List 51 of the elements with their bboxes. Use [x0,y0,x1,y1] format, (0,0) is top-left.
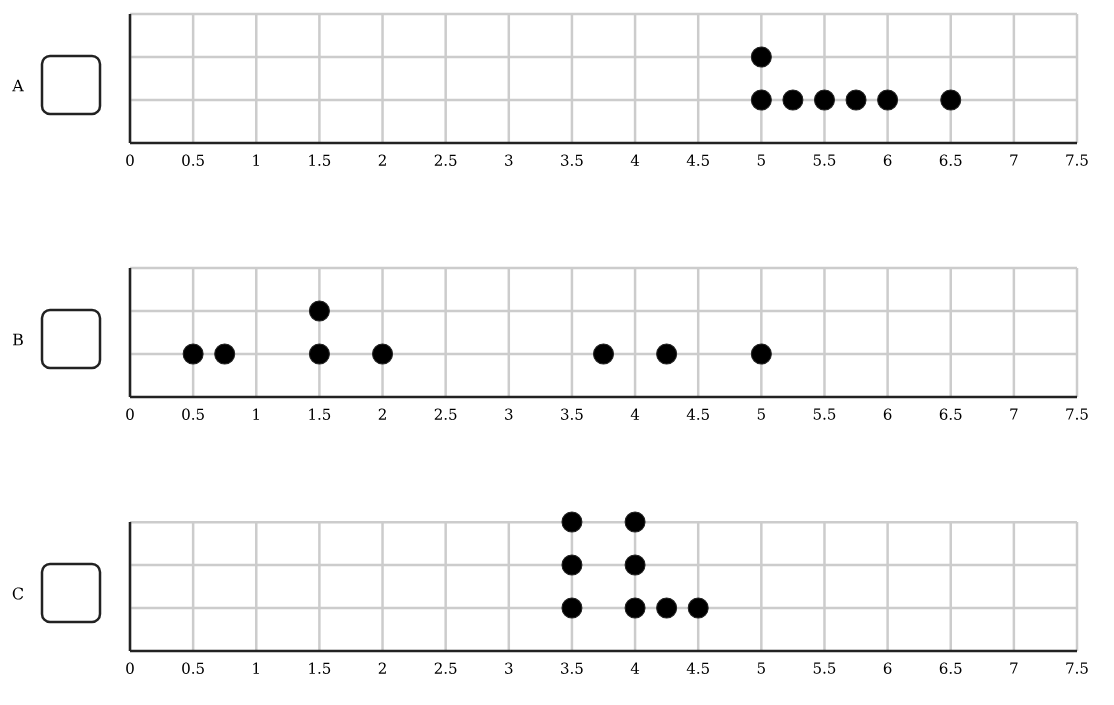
x-tick-label: 7 [1010,408,1018,420]
x-tick-label: 5.5 [813,662,836,674]
x-tick-label: 0 [126,662,134,674]
x-tick-label: 7.5 [1066,408,1088,420]
x-tick-label: 2 [378,662,386,674]
x-tick-label: 2 [378,408,386,420]
x-tick-label: 5.5 [813,154,836,166]
x-tick-label: 5.5 [813,408,836,420]
x-tick-label: 5 [757,154,765,166]
x-tick-label: 3.5 [561,154,583,166]
x-tick-label: 0.5 [182,154,204,166]
x-tick-label: 2.5 [434,662,457,674]
x-tick-label: 0.5 [182,408,204,420]
x-tick-label: 3 [505,408,513,420]
x-tick-label: 3 [505,662,513,674]
x-tick-label: 1.5 [309,408,331,420]
x-tick-label: 1.5 [309,154,331,166]
x-tick-label: 1 [253,154,259,166]
x-tick-label: 6.5 [939,662,962,674]
x-tick-label: 1 [253,408,259,420]
x-tick-label: 3.5 [561,662,583,674]
x-tick-label: 5 [757,662,765,674]
x-tick-label: 6 [883,408,892,420]
x-tick-label: 4 [630,154,640,166]
x-tick-label: 3 [505,154,513,166]
x-tick-label: 7 [1010,154,1018,166]
x-tick-label: 4 [630,662,640,674]
x-tick-label: 6 [883,154,892,166]
x-tick-label: 0 [126,408,134,420]
x-tick-label: 7 [1010,662,1018,674]
x-tick-label: 4.5 [686,662,709,674]
x-tick-label: 4.5 [686,154,709,166]
x-tick-label: 2.5 [434,154,457,166]
x-tick-label: 0 [126,154,134,166]
x-tick-label: 4.5 [686,408,709,420]
x-tick-label: 2.5 [434,408,457,420]
x-tick-label: 1 [253,662,259,674]
x-tick-label: 6.5 [939,154,962,166]
y-axis-title: C [12,587,24,600]
x-tick-label: 5 [757,408,765,420]
x-tick-label: 4 [630,408,640,420]
x-tick-label: 0.5 [182,662,204,674]
x-tick-label: 6 [883,662,892,674]
y-axis-title: B [13,333,23,346]
y-axis-title: A [12,79,24,92]
x-tick-label: 2 [378,154,386,166]
x-tick-label: 7.5 [1066,154,1088,166]
x-tick-label: 6.5 [939,408,962,420]
x-tick-label: 3.5 [561,408,583,420]
x-tick-label: 7.5 [1066,662,1088,674]
x-tick-label: 1.5 [309,662,331,674]
